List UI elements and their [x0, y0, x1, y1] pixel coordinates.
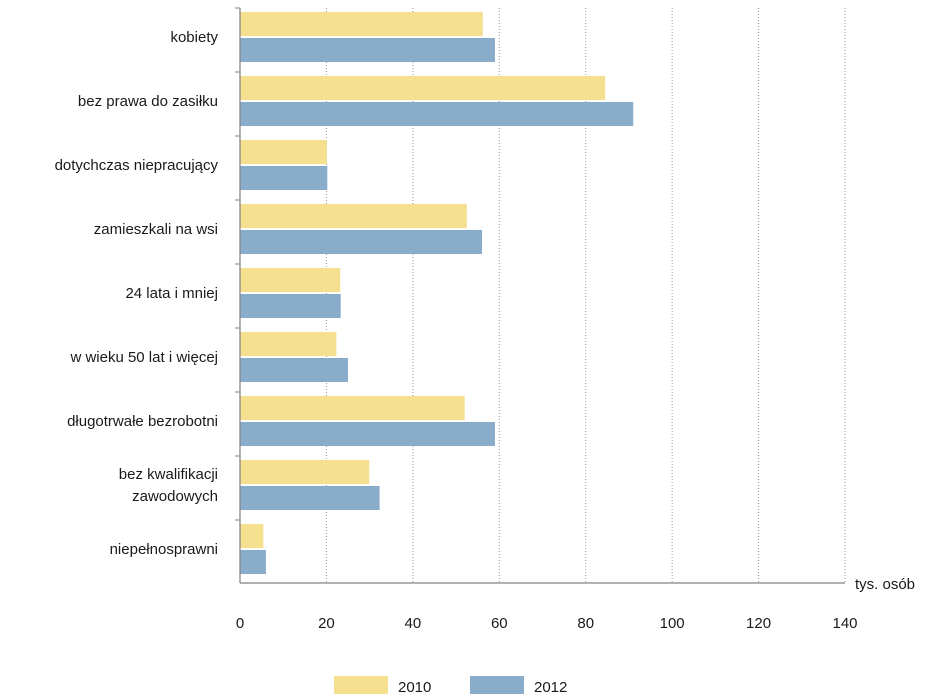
bar-2010-2: [240, 140, 327, 164]
axes: [235, 7, 845, 584]
category-label: bez prawa do zasiłku: [78, 93, 218, 110]
bar-2012-2: [240, 166, 328, 190]
bar-2010-0: [240, 12, 483, 36]
bar-2012-4: [240, 294, 341, 318]
x-tick-label: 40: [405, 615, 422, 632]
legend-label: 2012: [534, 679, 567, 694]
legend-swatch-2012: [470, 676, 524, 694]
x-tick-label: 0: [236, 615, 244, 632]
category-label: w wieku 50 lat i więcej: [69, 349, 218, 366]
bar-2012-1: [240, 102, 634, 126]
bar-2010-3: [240, 204, 467, 228]
category-label: niepełnosprawni: [110, 541, 218, 558]
legend: 2010 2012: [334, 676, 567, 694]
bar-2012-3: [240, 230, 482, 254]
category-label: zamieszkali na wsi: [94, 221, 218, 238]
tick-labels: 0 20 40 60 80 100 120 140: [236, 615, 858, 632]
legend-swatch-2010: [334, 676, 388, 694]
category-label: zawodowych: [132, 488, 218, 505]
bar-2010-5: [240, 332, 337, 356]
legend-label: 2010: [398, 679, 431, 694]
bar-2010-8: [240, 524, 264, 548]
category-label: 24 lata i mniej: [125, 285, 218, 302]
bar-2012-6: [240, 422, 495, 446]
x-tick-label: 120: [746, 615, 771, 632]
x-tick-label: 60: [491, 615, 508, 632]
category-labels: kobiety bez prawa do zasiłku dotychczas ni…: [55, 29, 219, 558]
bar-2010-4: [240, 268, 341, 292]
bar-2012-8: [240, 550, 266, 574]
category-label: bez kwalifikacji: [119, 466, 218, 483]
x-tick-label: 140: [832, 615, 857, 632]
x-tick-label: 20: [318, 615, 335, 632]
x-tick-label: 100: [660, 615, 685, 632]
bar-2012-7: [240, 486, 380, 510]
bar-2010-1: [240, 76, 606, 100]
category-label: długotrwałe bezrobotni: [67, 413, 218, 430]
bars: [240, 12, 634, 574]
bar-2010-7: [240, 460, 370, 484]
category-label: dotychczas niepracujący: [55, 157, 219, 174]
x-axis-label: tys. osób: [855, 576, 915, 593]
category-label: kobiety: [170, 29, 218, 46]
x-tick-label: 80: [577, 615, 594, 632]
bar-2012-0: [240, 38, 495, 62]
bar-2010-6: [240, 396, 465, 420]
bar-2012-5: [240, 358, 349, 382]
